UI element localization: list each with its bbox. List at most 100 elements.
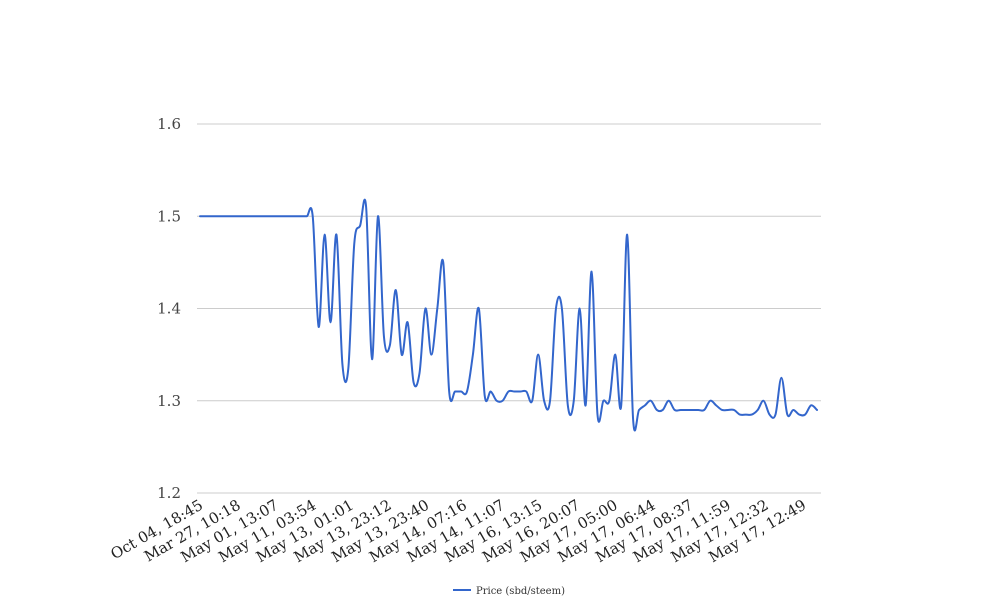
data-point [684, 407, 689, 412]
data-point [209, 214, 214, 219]
data-point [577, 306, 582, 311]
data-point [791, 407, 796, 412]
data-point [654, 407, 659, 412]
data-point [708, 398, 713, 403]
data-point [423, 306, 428, 311]
data-point [221, 214, 226, 219]
y-tick-label: 1.3 [157, 392, 181, 410]
data-point [571, 398, 576, 403]
data-point [672, 407, 677, 412]
data-point [239, 214, 244, 219]
data-point [488, 389, 493, 394]
data-point [548, 398, 553, 403]
data-point [476, 306, 481, 311]
data-point [340, 361, 345, 366]
data-point [755, 407, 760, 412]
data-point [298, 214, 303, 219]
data-point [358, 223, 363, 228]
data-point [429, 352, 434, 357]
data-point [601, 398, 606, 403]
data-point [233, 214, 238, 219]
data-point [702, 407, 707, 412]
data-point [731, 407, 736, 412]
data-point [678, 407, 683, 412]
data-point [559, 306, 564, 311]
data-point [773, 412, 778, 417]
data-point [328, 320, 333, 325]
data-point [316, 324, 321, 329]
data-point [619, 403, 624, 408]
y-tick-label: 1.6 [157, 115, 181, 133]
gridlines [197, 123, 821, 494]
data-point [785, 412, 790, 417]
data-point [470, 352, 475, 357]
data-point [417, 371, 422, 376]
y-tick-label: 1.5 [157, 207, 181, 225]
data-point [625, 232, 630, 237]
data-point [803, 412, 808, 417]
data-point [453, 389, 458, 394]
data-point [275, 214, 280, 219]
data-point [565, 403, 570, 408]
data-point [500, 398, 505, 403]
data-point [399, 352, 404, 357]
data-point [779, 375, 784, 380]
data-point [553, 306, 558, 311]
data-point [637, 407, 642, 412]
data-point [660, 407, 665, 412]
data-point [464, 389, 469, 394]
data-point [542, 398, 547, 403]
data-point [459, 389, 464, 394]
data-point [536, 352, 541, 357]
data-point [714, 403, 719, 408]
series-line [199, 198, 818, 432]
data-point [286, 214, 291, 219]
data-point [761, 398, 766, 403]
data-point [198, 214, 203, 219]
data-point [411, 380, 416, 385]
data-point [346, 366, 351, 371]
data-point [631, 417, 636, 422]
data-point [405, 320, 410, 325]
series-layer [198, 198, 818, 432]
legend-label: Price (sbd/steem) [476, 586, 565, 597]
data-point [352, 241, 357, 246]
data-point [334, 232, 339, 237]
data-point [310, 214, 315, 219]
data-point [251, 214, 256, 219]
data-point [589, 269, 594, 274]
data-point [227, 214, 232, 219]
data-point [292, 214, 297, 219]
data-point [370, 357, 375, 362]
data-point [245, 214, 250, 219]
data-point [696, 407, 701, 412]
data-point [375, 214, 380, 219]
data-point [393, 288, 398, 293]
data-point [613, 352, 618, 357]
data-point [530, 398, 535, 403]
data-point [441, 260, 446, 265]
data-point [203, 214, 208, 219]
data-point [749, 412, 754, 417]
data-point [322, 232, 327, 237]
data-point [797, 412, 802, 417]
data-point [726, 407, 731, 412]
y-tick-label: 1.4 [157, 300, 181, 318]
data-point [743, 412, 748, 417]
data-point [447, 389, 452, 394]
data-point [381, 334, 386, 339]
data-point [482, 394, 487, 399]
data-point [642, 403, 647, 408]
data-point [518, 389, 523, 394]
data-point [257, 214, 262, 219]
data-point [506, 389, 511, 394]
data-point [690, 407, 695, 412]
data-point [666, 398, 671, 403]
data-point [281, 214, 286, 219]
data-point [387, 343, 392, 348]
data-point [364, 205, 369, 210]
data-point [263, 214, 268, 219]
data-point [304, 214, 309, 219]
